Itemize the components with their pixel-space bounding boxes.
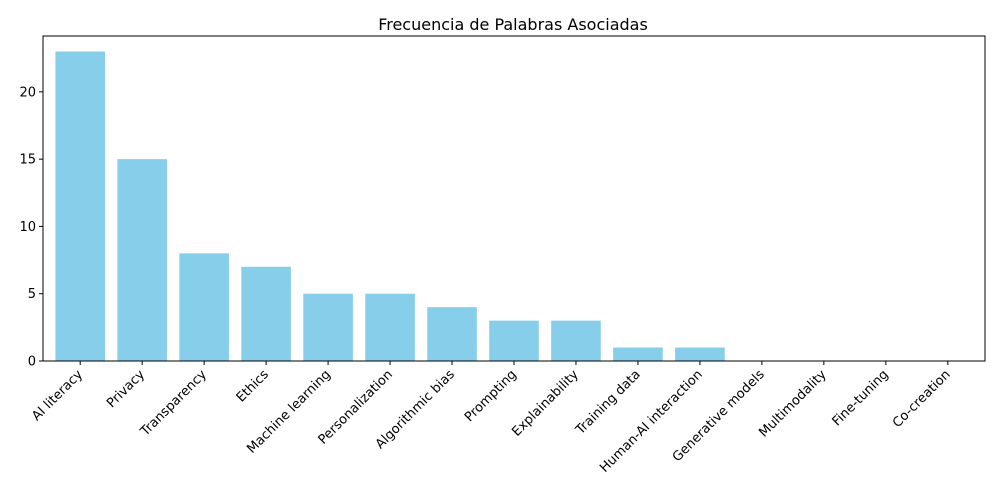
x-tick-label-14: Co-creation xyxy=(890,367,954,431)
x-tick-label-0: AI literacy xyxy=(29,367,86,424)
y-tick-label-4: 20 xyxy=(19,85,36,100)
y-tick-label-2: 10 xyxy=(19,220,36,235)
bar-1 xyxy=(117,159,167,361)
x-tick-label-9: Training data xyxy=(573,367,644,438)
y-tick-label-0: 0 xyxy=(28,355,36,370)
x-tick-label-2: Transparency xyxy=(137,367,210,440)
bar-6 xyxy=(427,307,477,361)
bar-9 xyxy=(613,347,663,361)
bar-7 xyxy=(489,320,539,361)
chart-title: Frecuencia de Palabras Asociadas xyxy=(378,15,648,34)
x-tick-label-1: Privacy xyxy=(104,367,148,411)
bar-4 xyxy=(303,293,353,361)
plot-frame xyxy=(42,35,986,362)
y-axis: 0 5 10 15 20 xyxy=(19,85,43,370)
bar-2 xyxy=(179,253,229,361)
x-tick-label-10: Human-AI interaction xyxy=(597,367,706,476)
bar-10 xyxy=(675,347,725,361)
x-tick-label-13: Fine-tuning xyxy=(830,367,892,429)
bar-8 xyxy=(551,320,601,361)
y-tick-label-3: 15 xyxy=(19,153,36,168)
x-tick-label-7: Prompting xyxy=(462,367,520,425)
y-tick-label-1: 5 xyxy=(28,287,36,302)
x-tick-label-3: Ethics xyxy=(234,367,272,405)
bars-layer xyxy=(55,51,725,361)
bar-0 xyxy=(55,51,105,361)
bar-5 xyxy=(365,293,415,361)
bar-3 xyxy=(241,266,291,361)
x-tick-label-8: Explainability xyxy=(509,367,582,440)
